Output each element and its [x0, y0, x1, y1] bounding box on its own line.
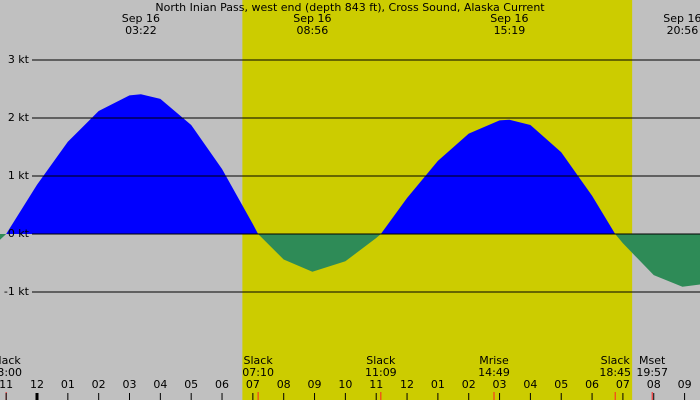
y-tick-label: 0 kt	[8, 227, 30, 240]
x-tick-label: 12	[400, 378, 414, 391]
event-time: 07:10	[242, 366, 274, 379]
extreme-time: 08:56	[297, 24, 329, 37]
event-label: Slack	[366, 354, 396, 367]
event-label: Mrise	[479, 354, 509, 367]
x-tick-label: 02	[462, 378, 476, 391]
x-tick-label: 09	[678, 378, 692, 391]
extreme-time: 15:19	[494, 24, 526, 37]
extreme-date: Sep 16	[490, 12, 528, 25]
ebb-area	[0, 234, 700, 287]
x-tick-label: 03	[493, 378, 507, 391]
x-tick-label: 12	[30, 378, 44, 391]
x-tick-label: 11	[0, 378, 13, 391]
event-label: Slack	[601, 354, 631, 367]
x-tick-label: 05	[554, 378, 568, 391]
x-tick-label: 07	[246, 378, 260, 391]
event-time: 19:57	[636, 366, 668, 379]
event-label: Slack	[0, 354, 21, 367]
x-tick-label: 04	[153, 378, 167, 391]
x-tick-label: 08	[277, 378, 291, 391]
event-time: 14:49	[478, 366, 510, 379]
x-tick-label: 03	[123, 378, 137, 391]
extreme-date: Sep 16	[122, 12, 160, 25]
y-tick-label: 1 kt	[8, 169, 30, 182]
x-tick-label: 06	[585, 378, 599, 391]
event-label: Slack	[244, 354, 274, 367]
x-tick-label: 08	[647, 378, 661, 391]
x-tick-label: 10	[338, 378, 352, 391]
x-tick-label: 11	[369, 378, 383, 391]
x-tick-label: 04	[523, 378, 537, 391]
x-tick-label: 05	[184, 378, 198, 391]
x-tick-label: 01	[431, 378, 445, 391]
x-tick-label: 02	[92, 378, 106, 391]
event-time: 23:00	[0, 366, 22, 379]
x-tick-label: 09	[308, 378, 322, 391]
x-tick-label: 06	[215, 378, 229, 391]
chart-title: North Inian Pass, west end (depth 843 ft…	[155, 1, 545, 14]
y-tick-label: 2 kt	[8, 111, 30, 124]
y-tick-label: 3 kt	[8, 53, 30, 66]
extreme-time: 03:22	[125, 24, 157, 37]
flood-area	[0, 94, 700, 234]
x-tick-label: 01	[61, 378, 75, 391]
event-time: 11:09	[365, 366, 397, 379]
event-time: 18:45	[599, 366, 631, 379]
event-label: Mset	[639, 354, 666, 367]
extreme-time: 20:56	[667, 24, 699, 37]
extreme-date: Sep 16	[293, 12, 331, 25]
y-tick-label: -1 kt	[4, 285, 30, 298]
x-tick-label: 07	[616, 378, 630, 391]
extreme-date: Sep 16	[663, 12, 700, 25]
